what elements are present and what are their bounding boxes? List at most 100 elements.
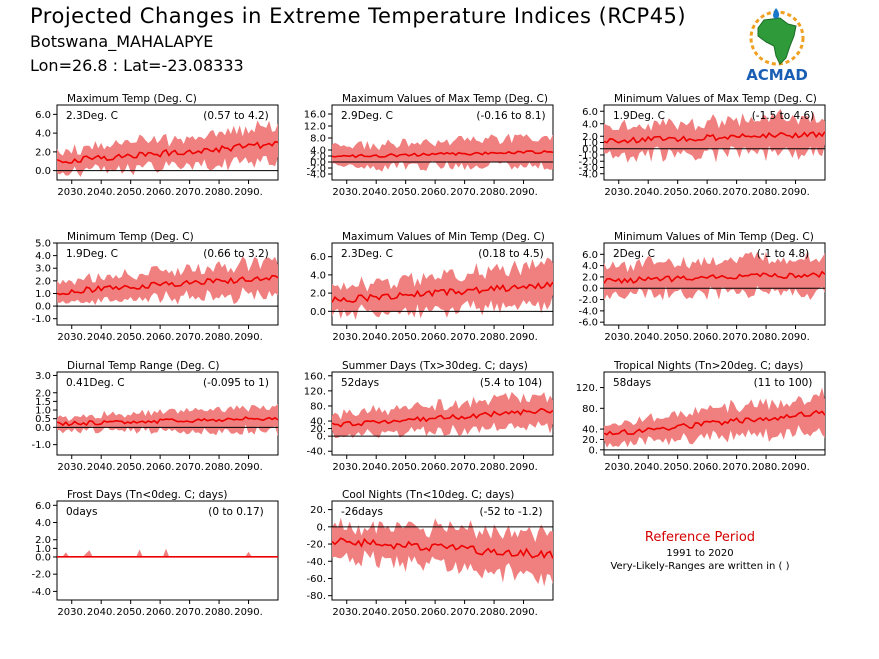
y-tick-label: 2.0: [582, 132, 598, 143]
chart-su: -40.0.20.40.80.120.160.2030. 2040. 2050. 20…: [304, 360, 554, 473]
median-change-label: 0.41Deg. C: [66, 377, 125, 389]
y-tick-label: -4.0: [578, 306, 598, 317]
x-tick-label: 2090.: [509, 607, 538, 618]
x-tick-label: 2030.: [57, 462, 86, 473]
y-tick-label: -80.: [306, 591, 326, 602]
median-change-label: 0days: [66, 506, 97, 518]
likely-range-label: (-1.5 to 4.6): [752, 110, 815, 122]
y-tick-label: 80.: [582, 404, 598, 415]
y-tick-label: 1.0: [35, 544, 51, 555]
y-tick-label: -4.0: [578, 169, 598, 180]
africa-map-icon: [757, 17, 797, 65]
x-tick-label: 2060.: [421, 187, 450, 198]
y-tick-label: -40.: [306, 447, 326, 458]
y-tick-label: -60.: [306, 574, 326, 585]
y-tick-label: 3.0: [35, 264, 51, 275]
median-change-label: 2.3Deg. C: [341, 248, 393, 260]
y-tick-label: 2.0: [35, 535, 51, 546]
y-tick-label: -6.0: [578, 318, 598, 329]
x-tick-label: 2050.: [663, 332, 692, 343]
y-tick-label: 120.: [304, 386, 326, 397]
x-tick-label: 2070.: [175, 607, 204, 618]
x-tick-label: 2080.: [480, 462, 509, 473]
x-tick-label: 2080.: [480, 607, 509, 618]
y-tick-label: 1.0: [35, 406, 51, 417]
x-tick-label: 2030.: [604, 462, 633, 473]
likely-range-label: (-0.16 to 8.1): [476, 110, 545, 122]
x-tick-label: 2050.: [391, 607, 420, 618]
reference-period-box: Reference Period 1991 to 2020 Very-Likel…: [590, 530, 810, 572]
x-tick-label: 2030.: [332, 187, 361, 198]
x-tick-label: 2070.: [722, 462, 751, 473]
chart-title: Summer Days (Tx>30deg. C; days): [342, 360, 528, 372]
y-tick-label: 2.0: [35, 276, 51, 287]
x-tick-label: 2050.: [663, 462, 692, 473]
y-tick-label: -1.0: [31, 314, 51, 325]
x-tick-label: 2090.: [234, 187, 263, 198]
likely-range-label: (-0.095 to 1): [203, 377, 269, 389]
y-tick-label: 0.0: [310, 307, 326, 318]
chart-title: Maximum Values of Min Temp (Deg. C): [342, 231, 545, 243]
reference-period-note: Very-Likely-Ranges are written in ( ): [610, 561, 790, 572]
y-tick-label: 20.: [582, 435, 598, 446]
x-tick-label: 2090.: [781, 187, 810, 198]
x-tick-label: 2030.: [57, 187, 86, 198]
y-tick-label: 2.0: [35, 388, 51, 399]
x-tick-label: 2080.: [205, 462, 234, 473]
x-tick-label: 2060.: [146, 332, 175, 343]
likely-range-label: (0.66 to 3.2): [203, 248, 269, 260]
y-tick-label: -4.0: [306, 170, 326, 181]
y-tick-label: -20.: [306, 540, 326, 551]
page-title: Projected Changes in Extreme Temperature…: [30, 4, 687, 28]
median-change-label: 52days: [341, 377, 379, 389]
y-tick-label: 0.: [316, 432, 326, 443]
y-tick-label: 12.0: [304, 122, 326, 133]
y-tick-label: -3.0: [578, 163, 598, 174]
chart-tn_mean: -1.00.0 1.0 2.03.0 4.05.0 2030. 2040. 2050. 206…: [31, 231, 279, 343]
x-tick-label: 2080.: [752, 462, 781, 473]
likely-range-band: [604, 109, 825, 163]
x-tick-label: 2070.: [450, 187, 479, 198]
plot-frame: [56, 500, 279, 601]
x-tick-label: 2050.: [391, 332, 420, 343]
y-tick-label: 40.: [582, 425, 598, 436]
likely-range-label: (0 to 0.17): [208, 506, 263, 518]
x-tick-label: 2080.: [205, 607, 234, 618]
y-tick-label: 4.0: [310, 146, 326, 157]
y-tick-label: -1.0: [578, 151, 598, 162]
y-tick-label: 3.0: [35, 371, 51, 382]
chart-title: Frost Days (Tn<0deg. C; days): [67, 489, 227, 501]
y-tick-label: -4.0: [31, 587, 51, 598]
x-tick-label: 2090.: [781, 332, 810, 343]
mean-change-line: [603, 131, 826, 144]
y-tick-label: 0.0: [310, 158, 326, 169]
x-tick-label: 2080.: [205, 332, 234, 343]
x-tick-label: 2050.: [391, 187, 420, 198]
x-tick-label: 2030.: [57, 607, 86, 618]
median-change-label: 1.9Deg. C: [66, 248, 118, 260]
y-tick-label: 5.0: [35, 239, 51, 250]
x-tick-label: 2030.: [332, 462, 361, 473]
y-tick-label: -2.0: [31, 570, 51, 581]
x-tick-label: 2070.: [175, 332, 204, 343]
station-name: Botswana_MAHALAPYE: [30, 32, 214, 51]
x-tick-label: 2070.: [450, 332, 479, 343]
water-drop-icon: [773, 8, 780, 19]
mean-change-line: [331, 407, 554, 428]
mean-change-line: [331, 537, 554, 559]
x-tick-label: 2030.: [604, 332, 633, 343]
likely-range-band: [57, 548, 278, 557]
x-tick-label: 2080.: [480, 187, 509, 198]
x-tick-label: 2070.: [175, 187, 204, 198]
x-tick-label: 2060.: [146, 187, 175, 198]
x-tick-label: 2060.: [421, 462, 450, 473]
x-tick-label: 2090.: [234, 462, 263, 473]
mean-change-line: [331, 281, 554, 303]
likely-range-label: (11 to 100): [754, 377, 813, 389]
likely-range-band: [57, 120, 278, 177]
x-tick-label: 2040.: [362, 332, 391, 343]
x-tick-label: 2080.: [205, 187, 234, 198]
likely-range-label: (5.4 to 104): [480, 377, 542, 389]
x-tick-label: 2040.: [87, 462, 116, 473]
